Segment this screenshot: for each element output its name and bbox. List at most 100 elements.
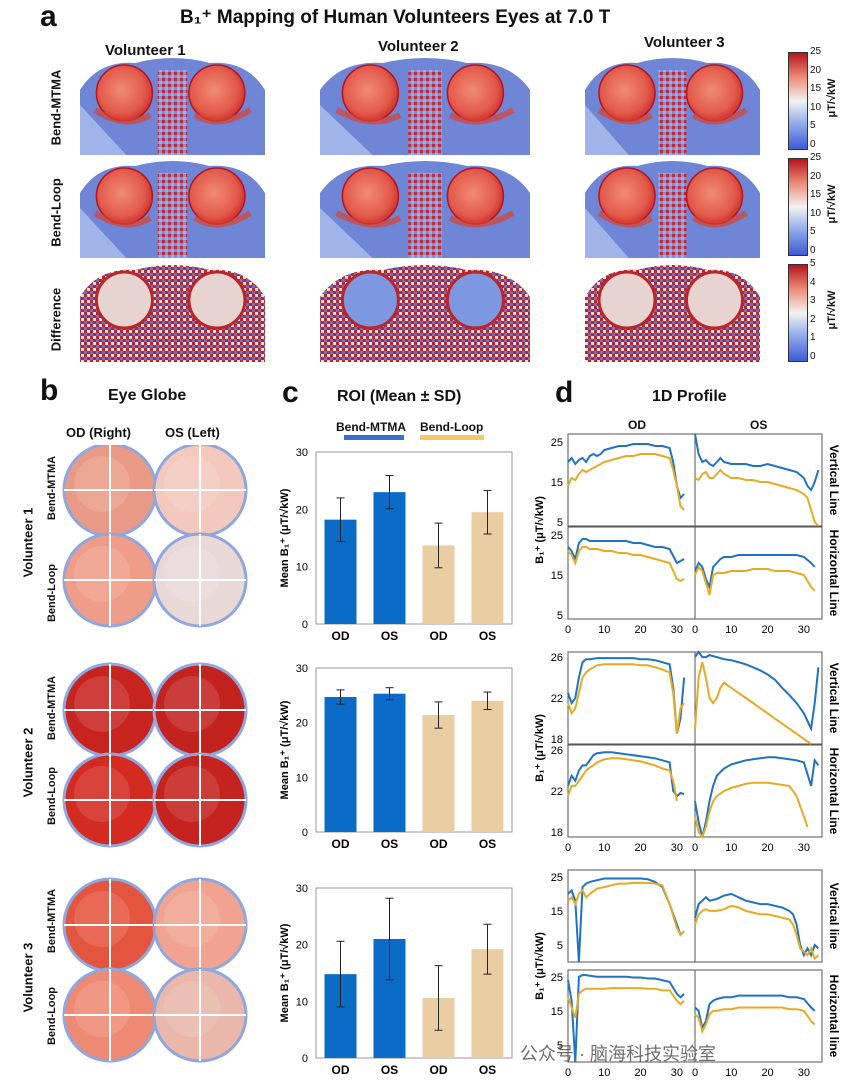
bar-y-tick: 20 bbox=[296, 718, 308, 730]
profile-x-tick: 10 bbox=[598, 624, 610, 636]
eye-globe-highlight bbox=[164, 456, 220, 512]
panel-letter-a: a bbox=[40, 0, 57, 33]
profile-col-os: OS bbox=[750, 418, 768, 432]
profile-x-tick: 0 bbox=[565, 1067, 571, 1079]
profile-line-mtma bbox=[694, 994, 816, 1031]
profile-line-loop bbox=[694, 468, 820, 527]
eye-globe-map bbox=[341, 167, 400, 225]
bar-y-tick: 30 bbox=[296, 883, 308, 895]
bar-y-tick: 10 bbox=[296, 996, 308, 1008]
eye-globe-highlight bbox=[74, 456, 130, 512]
profile-line-mtma bbox=[694, 433, 820, 492]
muscle-band bbox=[691, 107, 748, 125]
profile-y-tick: 25 bbox=[551, 437, 563, 449]
muscle-band bbox=[597, 210, 654, 228]
profile-x-tick: 0 bbox=[692, 624, 698, 636]
roi-bar-charts: 0 10 20 30 Mean B₁⁺ (μT/√kW) OD OS OD OS 0 10 20 30 M… bbox=[279, 447, 513, 1077]
profile-x-tick: 30 bbox=[671, 1067, 683, 1079]
nasal-region bbox=[658, 70, 687, 155]
bar-category-label: OS bbox=[381, 1063, 398, 1077]
tissue-region bbox=[80, 105, 127, 155]
profile-x-tick: 30 bbox=[798, 624, 810, 636]
colorbar-tick: 15 bbox=[810, 189, 822, 201]
profile-y-tick: 5 bbox=[557, 610, 563, 622]
profile-y-tick: 15 bbox=[551, 477, 563, 489]
profile-frame bbox=[567, 969, 696, 1063]
nasal-region bbox=[157, 173, 188, 258]
bar-y-tick: 0 bbox=[302, 1053, 308, 1065]
muscle-band bbox=[597, 107, 654, 125]
eye-difference bbox=[597, 270, 657, 330]
colorbar-tick: 10 bbox=[810, 101, 822, 113]
colorbar-tick: 5 bbox=[810, 258, 816, 269]
bar-category-label: OS bbox=[381, 837, 398, 851]
legend-swatch-loop bbox=[420, 435, 484, 440]
profile-y-tick: 5 bbox=[557, 1040, 563, 1052]
bar-chart-frame bbox=[315, 887, 513, 1059]
profile-line-loop bbox=[567, 546, 685, 583]
nasal-region bbox=[157, 70, 188, 155]
profile-frame bbox=[694, 526, 823, 620]
profile-line-loop bbox=[694, 904, 820, 961]
eye-globe-col-od: OD (Right) bbox=[66, 425, 131, 440]
profile-col-od: OD bbox=[628, 418, 646, 432]
profile-line-loop bbox=[567, 663, 685, 734]
colorbar-tick: 4 bbox=[810, 276, 816, 288]
profile-y-tick: 25 bbox=[551, 872, 563, 884]
profile-y-tick: 22 bbox=[551, 786, 563, 798]
eye-globe-highlight bbox=[164, 766, 220, 822]
profile-line-loop bbox=[694, 565, 816, 596]
tissue-region bbox=[585, 105, 629, 155]
profile-x-tick: 0 bbox=[692, 842, 698, 854]
muscle-band bbox=[193, 210, 252, 228]
roi-title: ROI (Mean ± SD) bbox=[337, 388, 462, 405]
legend-label-mtma: Bend-MTMA bbox=[336, 420, 406, 434]
profile-x-tick: 20 bbox=[634, 842, 646, 854]
profile-line-loop bbox=[567, 757, 678, 802]
bar-y-tick: 0 bbox=[302, 619, 308, 631]
profile-line-mtma bbox=[567, 538, 685, 565]
bar-y-label: Mean B₁⁺ (μT/√kW) bbox=[279, 488, 291, 587]
muscle-band bbox=[335, 107, 402, 125]
colorbar-tick: 10 bbox=[810, 207, 822, 219]
colorbar-tick: 1 bbox=[810, 332, 816, 344]
profile-x-tick: 10 bbox=[725, 842, 737, 854]
profile-y-tick: 5 bbox=[557, 517, 563, 529]
eye-globe-highlight bbox=[164, 891, 220, 947]
profile-title: 1D Profile bbox=[652, 388, 727, 405]
profile-y-tick: 18 bbox=[551, 734, 563, 746]
profile-x-tick: 0 bbox=[692, 1067, 698, 1079]
profile-x-tick: 30 bbox=[798, 1067, 810, 1079]
eye-globe-grid bbox=[62, 445, 248, 1063]
colorbar-tick: 2 bbox=[810, 313, 816, 325]
profile-y-label: B₁⁺ (μT/√kW) bbox=[534, 714, 546, 782]
profile-frame bbox=[694, 869, 823, 963]
profile-direction-label: Horizontal Line bbox=[827, 530, 841, 617]
eye-globe-map bbox=[685, 167, 744, 225]
profile-frame bbox=[694, 744, 823, 838]
profile-direction-label: Vertical line bbox=[827, 883, 841, 950]
bar bbox=[324, 696, 357, 832]
profile-line-mtma bbox=[567, 657, 686, 735]
tissue-region bbox=[320, 208, 373, 258]
profile-frame bbox=[694, 969, 823, 1063]
profile-x-tick: 0 bbox=[565, 624, 571, 636]
nasal-region bbox=[408, 70, 442, 155]
profile-x-tick: 20 bbox=[634, 1067, 646, 1079]
eye-globe-highlight bbox=[74, 981, 130, 1037]
profile-x-tick: 20 bbox=[761, 1067, 773, 1079]
nasal-region bbox=[658, 173, 687, 258]
colorbar-difference bbox=[788, 264, 808, 362]
bar-category-label: OD bbox=[332, 629, 350, 643]
profile-y-tick: 18 bbox=[551, 827, 563, 839]
profile-x-tick: 10 bbox=[598, 1067, 610, 1079]
colorbar-tick: 5 bbox=[810, 120, 816, 132]
eye-globe-map bbox=[685, 64, 744, 122]
eye-globe-highlight bbox=[164, 981, 220, 1037]
bar bbox=[373, 492, 406, 624]
col-label-volunteer-1: Volunteer 1 bbox=[105, 42, 186, 59]
muscle-band bbox=[691, 210, 748, 228]
profile-line-loop bbox=[694, 781, 809, 840]
bar-y-tick: 20 bbox=[296, 504, 308, 516]
